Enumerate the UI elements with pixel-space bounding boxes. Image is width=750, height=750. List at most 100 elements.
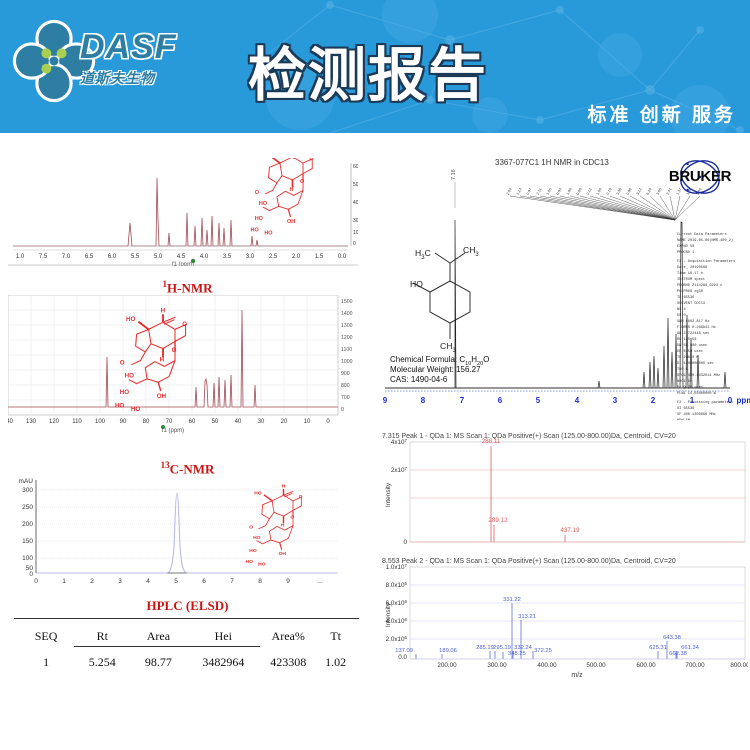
svg-text:0: 0 bbox=[403, 539, 407, 546]
svg-text:CH3: CH3 bbox=[440, 341, 456, 354]
svg-text:…: … bbox=[317, 578, 324, 585]
svg-text:H3C: H3C bbox=[415, 248, 431, 261]
svg-text:3.05: 3.05 bbox=[656, 188, 663, 196]
svg-text:7: 7 bbox=[460, 396, 465, 405]
svg-text:40: 40 bbox=[235, 419, 242, 425]
svg-text:6.0: 6.0 bbox=[108, 254, 117, 260]
svg-text:AQ 3.722448 sec: AQ 3.722448 sec bbox=[677, 332, 709, 336]
svg-text:5.5: 5.5 bbox=[131, 254, 140, 260]
svg-text:5.0: 5.0 bbox=[154, 254, 163, 260]
svg-text:1.37: 1.37 bbox=[676, 188, 683, 196]
svg-text:3.12: 3.12 bbox=[636, 188, 643, 196]
svg-text:DE 6.50 usec: DE 6.50 usec bbox=[677, 350, 703, 354]
svg-text:Molecular Weight: 156.27: Molecular Weight: 156.27 bbox=[390, 365, 481, 374]
svg-text:0: 0 bbox=[353, 241, 356, 247]
svg-text:0: 0 bbox=[326, 419, 330, 425]
svg-text:348.25: 348.25 bbox=[508, 651, 526, 657]
svg-text:700.00: 700.00 bbox=[685, 662, 705, 669]
svg-text:PROBHD Z114298_0293 c: PROBHD Z114298_0293 c bbox=[677, 284, 722, 288]
svg-text:0.0: 0.0 bbox=[398, 654, 407, 661]
svg-text:0.98: 0.98 bbox=[626, 188, 633, 196]
svg-text:1.0x107: 1.0x107 bbox=[386, 563, 408, 572]
svg-text:INSTRUM spect: INSTRUM spect bbox=[677, 278, 705, 282]
svg-text:6.20: 6.20 bbox=[646, 188, 653, 196]
svg-text:1.05: 1.05 bbox=[546, 188, 553, 196]
svg-text:300.00: 300.00 bbox=[487, 662, 507, 669]
svg-text:F2 - Processing parameters: F2 - Processing parameters bbox=[677, 400, 733, 405]
svg-text:1000: 1000 bbox=[341, 359, 353, 365]
svg-text:643.38: 643.38 bbox=[663, 635, 681, 641]
svg-text:100: 100 bbox=[95, 419, 106, 425]
svg-text:8: 8 bbox=[421, 396, 426, 405]
svg-text:500.00: 500.00 bbox=[586, 662, 606, 669]
svg-text:700: 700 bbox=[341, 395, 350, 401]
svg-text:Intensity: Intensity bbox=[385, 482, 392, 507]
svg-text:NAME 2019-05-06(NMR-400_2): NAME 2019-05-06(NMR-400_2) bbox=[677, 238, 733, 243]
svg-text:2.11: 2.11 bbox=[536, 188, 543, 196]
svg-text:0.97: 0.97 bbox=[526, 188, 533, 196]
svg-text:CAS: 1490-04-6: CAS: 1490-04-6 bbox=[390, 375, 448, 384]
svg-text:Intensity: Intensity bbox=[385, 602, 392, 627]
svg-text:1: 1 bbox=[690, 396, 695, 405]
svg-text:70: 70 bbox=[166, 419, 173, 425]
svg-text:PROCNO 1: PROCNO 1 bbox=[677, 251, 694, 255]
svg-text:1400: 1400 bbox=[341, 311, 353, 317]
svg-text:200.00: 200.00 bbox=[437, 662, 457, 669]
svg-text:4x107: 4x107 bbox=[391, 438, 408, 447]
svg-text:1000: 1000 bbox=[353, 230, 358, 236]
svg-text:288.11: 288.11 bbox=[482, 438, 501, 445]
svg-text:130: 130 bbox=[26, 419, 37, 425]
svg-text:137.09: 137.09 bbox=[395, 648, 413, 654]
svg-text:20: 20 bbox=[281, 419, 288, 425]
svg-text:7.16: 7.16 bbox=[451, 169, 457, 180]
svg-text:30: 30 bbox=[258, 419, 265, 425]
svg-text:7.5: 7.5 bbox=[39, 254, 48, 260]
svg-text:0: 0 bbox=[341, 407, 344, 413]
svg-text:m/z: m/z bbox=[571, 672, 583, 679]
svg-text:1300: 1300 bbox=[341, 323, 353, 329]
svg-text:437.19: 437.19 bbox=[560, 527, 580, 534]
svg-text:289.12: 289.12 bbox=[488, 517, 508, 524]
svg-text:1500: 1500 bbox=[341, 299, 353, 305]
svg-text:200: 200 bbox=[22, 521, 33, 528]
svg-text:8.553 Peak 2 - QDa 1: MS Scan: 8.553 Peak 2 - QDa 1: MS Scan 1: QDa Pos… bbox=[382, 558, 676, 565]
svg-text:3: 3 bbox=[118, 578, 122, 585]
svg-text:0.08: 0.08 bbox=[576, 188, 583, 196]
svg-text:5: 5 bbox=[174, 578, 178, 585]
svg-text:3000: 3000 bbox=[353, 218, 358, 224]
svg-text:3: 3 bbox=[613, 396, 618, 405]
svg-text:f1 (ppm): f1 (ppm) bbox=[162, 428, 184, 434]
svg-text:SF 400.1300090 MHz: SF 400.1300090 MHz bbox=[677, 413, 716, 417]
svg-text:Current Data Parameters: Current Data Parameters bbox=[677, 232, 727, 237]
svg-text:0.93: 0.93 bbox=[556, 188, 563, 196]
svg-text:5000: 5000 bbox=[353, 182, 358, 188]
svg-text:285.19: 285.19 bbox=[476, 645, 494, 651]
svg-text:4000: 4000 bbox=[353, 200, 358, 206]
svg-text:50: 50 bbox=[212, 419, 219, 425]
svg-text:SOLVENT CDCl3: SOLVENT CDCl3 bbox=[677, 301, 705, 306]
svg-text:2.41: 2.41 bbox=[666, 188, 673, 196]
svg-text:400.00: 400.00 bbox=[537, 662, 557, 669]
svg-text:4.5: 4.5 bbox=[177, 254, 186, 260]
svg-text:800: 800 bbox=[341, 383, 350, 389]
svg-text:60: 60 bbox=[189, 419, 196, 425]
svg-text:SI 65536: SI 65536 bbox=[677, 407, 694, 411]
svg-text:6: 6 bbox=[202, 578, 206, 585]
svg-text:1.0: 1.0 bbox=[16, 254, 25, 260]
svg-text:9: 9 bbox=[383, 396, 388, 405]
svg-text:TD 65536: TD 65536 bbox=[677, 296, 694, 300]
svg-text:189.06: 189.06 bbox=[439, 648, 457, 654]
svg-text:f1 (ppm): f1 (ppm) bbox=[172, 262, 194, 266]
svg-text:EXPNO 50: EXPNO 50 bbox=[677, 245, 694, 249]
svg-text:0: 0 bbox=[728, 396, 733, 405]
svg-text:3.5: 3.5 bbox=[223, 254, 232, 260]
svg-text:1.88: 1.88 bbox=[566, 188, 573, 196]
svg-text:WDW EM: WDW EM bbox=[677, 419, 690, 420]
svg-text:4: 4 bbox=[575, 396, 580, 405]
svg-text:Date_ 20190506: Date_ 20190506 bbox=[677, 266, 707, 270]
svg-text:110: 110 bbox=[72, 419, 82, 425]
svg-text:100: 100 bbox=[22, 555, 33, 562]
svg-text:6.5: 6.5 bbox=[85, 254, 94, 260]
svg-text:625.31: 625.31 bbox=[649, 645, 667, 651]
svg-text:0.0: 0.0 bbox=[338, 254, 347, 260]
